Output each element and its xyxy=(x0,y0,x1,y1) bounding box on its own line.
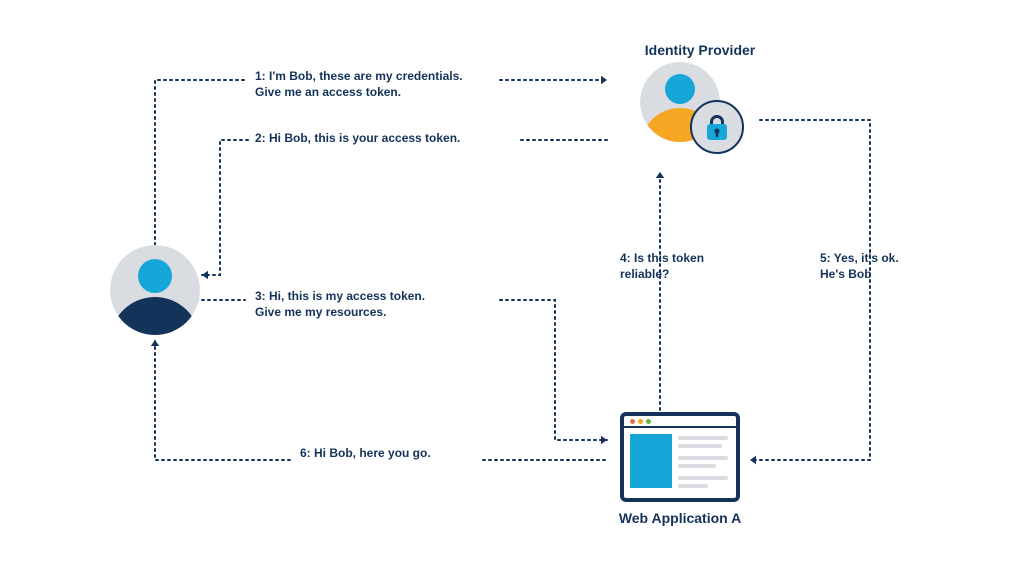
edge-e5 xyxy=(750,120,870,460)
step-2-label: 2: Hi Bob, this is your access token. xyxy=(255,130,460,146)
webapp-panel xyxy=(630,434,672,488)
window-dot-icon xyxy=(646,419,651,424)
lock-icon xyxy=(690,100,744,154)
diagram-canvas: Identity Provider Web Application A xyxy=(0,0,1024,576)
step-4-label: 4: Is this token reliable? xyxy=(620,250,704,282)
edge-e6 xyxy=(155,340,605,460)
identity-provider-node xyxy=(640,62,750,162)
edge-e2 xyxy=(202,140,607,275)
webapp-content-line xyxy=(678,484,708,488)
step-3-label: 3: Hi, this is my access token. Give me … xyxy=(255,288,425,320)
webapp-content-line xyxy=(678,436,728,440)
window-dot-icon xyxy=(630,419,635,424)
edge-e3r xyxy=(196,300,607,440)
user-node xyxy=(110,245,200,335)
edge-e1 xyxy=(155,80,607,245)
webapp-content-line xyxy=(678,476,728,480)
user-avatar-head xyxy=(138,259,172,293)
identity-provider-label: Identity Provider xyxy=(600,42,800,58)
webapp-content-line xyxy=(678,464,716,468)
window-dot-icon xyxy=(638,419,643,424)
webapp-content-line xyxy=(678,456,728,460)
step-6-label: 6: Hi Bob, here you go. xyxy=(300,445,431,461)
web-application-node xyxy=(620,412,740,502)
step-1-label: 1: I'm Bob, these are my credentials. Gi… xyxy=(255,68,463,100)
webapp-content-line xyxy=(678,444,722,448)
web-application-label: Web Application A xyxy=(560,510,800,526)
step-5-label: 5: Yes, it's ok. He's Bob xyxy=(820,250,899,282)
